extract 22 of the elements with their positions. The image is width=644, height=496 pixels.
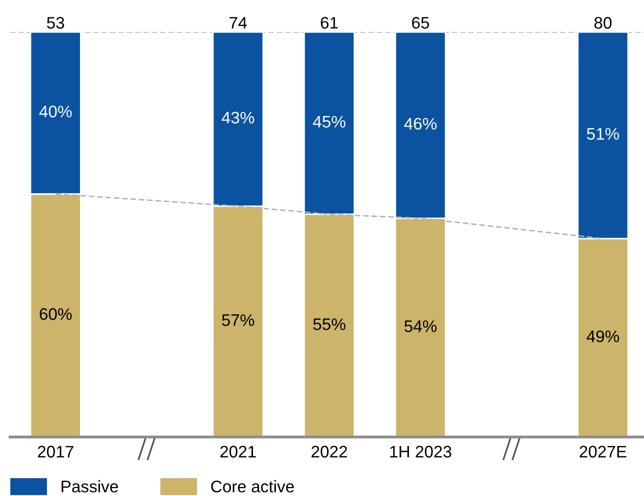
annotation: 65 bbox=[412, 16, 430, 29]
data-label: 54% bbox=[404, 320, 437, 332]
data-label: 40% bbox=[39, 106, 72, 118]
data-label: 45% bbox=[312, 116, 346, 128]
data-label: 43% bbox=[222, 112, 254, 124]
annotation: 61 bbox=[320, 16, 338, 29]
annotation: 53 bbox=[46, 16, 64, 29]
annotation: 80 bbox=[594, 16, 612, 29]
data-label: 49% bbox=[586, 330, 620, 342]
legend-label: Passive bbox=[62, 480, 118, 492]
data-label: 51% bbox=[586, 128, 620, 140]
data-label: 57% bbox=[222, 314, 254, 326]
data-label: 60% bbox=[40, 308, 72, 320]
x-tick-label: 2021 bbox=[220, 446, 256, 458]
x-tick-label: 2022 bbox=[312, 446, 347, 458]
annotation: 74 bbox=[230, 17, 247, 29]
x-tick-label: 1H 2023 bbox=[390, 446, 452, 458]
x-tick-label: 2017 bbox=[38, 446, 74, 458]
legend-label: Core active bbox=[211, 480, 294, 492]
data-label: 46% bbox=[404, 118, 437, 130]
x-tick-label: 2027E bbox=[580, 446, 626, 458]
data-label: 55% bbox=[313, 318, 346, 330]
